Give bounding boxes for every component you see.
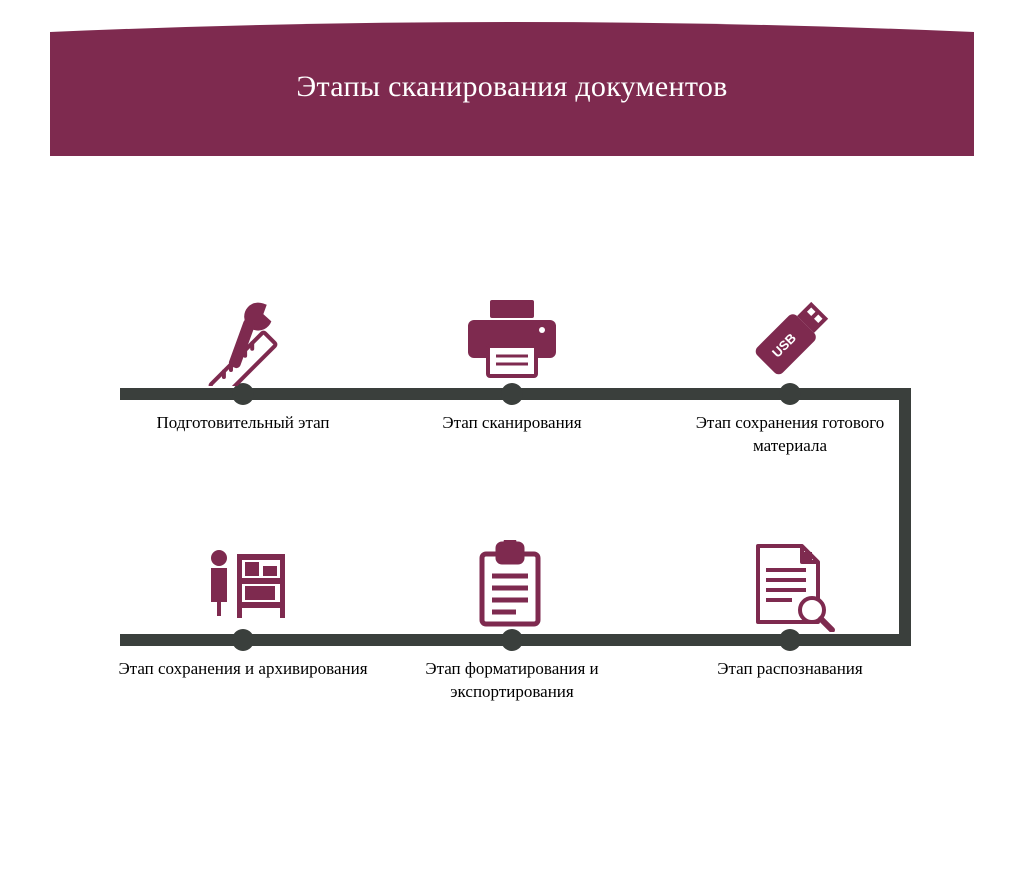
step-5-node xyxy=(501,629,523,651)
step-6-node xyxy=(232,629,254,651)
step-4-label: Этап распознавания xyxy=(717,658,862,681)
step-5-clipboard-icon xyxy=(466,540,558,632)
step-6-label: Этап сохранения и архивирования xyxy=(118,658,367,681)
step-4-node xyxy=(779,629,801,651)
step-3-node xyxy=(779,383,801,405)
step-2-label: Этап сканирования xyxy=(442,412,581,435)
title-text: Этапы сканирования документов xyxy=(296,70,727,104)
step-1-tools-icon xyxy=(197,294,289,386)
step-4-doc-search-icon xyxy=(744,540,836,632)
step-2-node xyxy=(501,383,523,405)
step-5-label: Этап форматирования и экспортирования xyxy=(382,658,642,704)
step-3-label: Этап сохранения готового материала xyxy=(673,412,907,458)
step-1-label: Подготовительный этап xyxy=(156,412,329,435)
step-6-archive-icon xyxy=(197,540,289,632)
step-2-printer-icon xyxy=(466,294,558,386)
title-banner: Этапы сканирования документов xyxy=(50,18,974,156)
step-3-usb-icon xyxy=(744,294,836,386)
step-1-node xyxy=(232,383,254,405)
